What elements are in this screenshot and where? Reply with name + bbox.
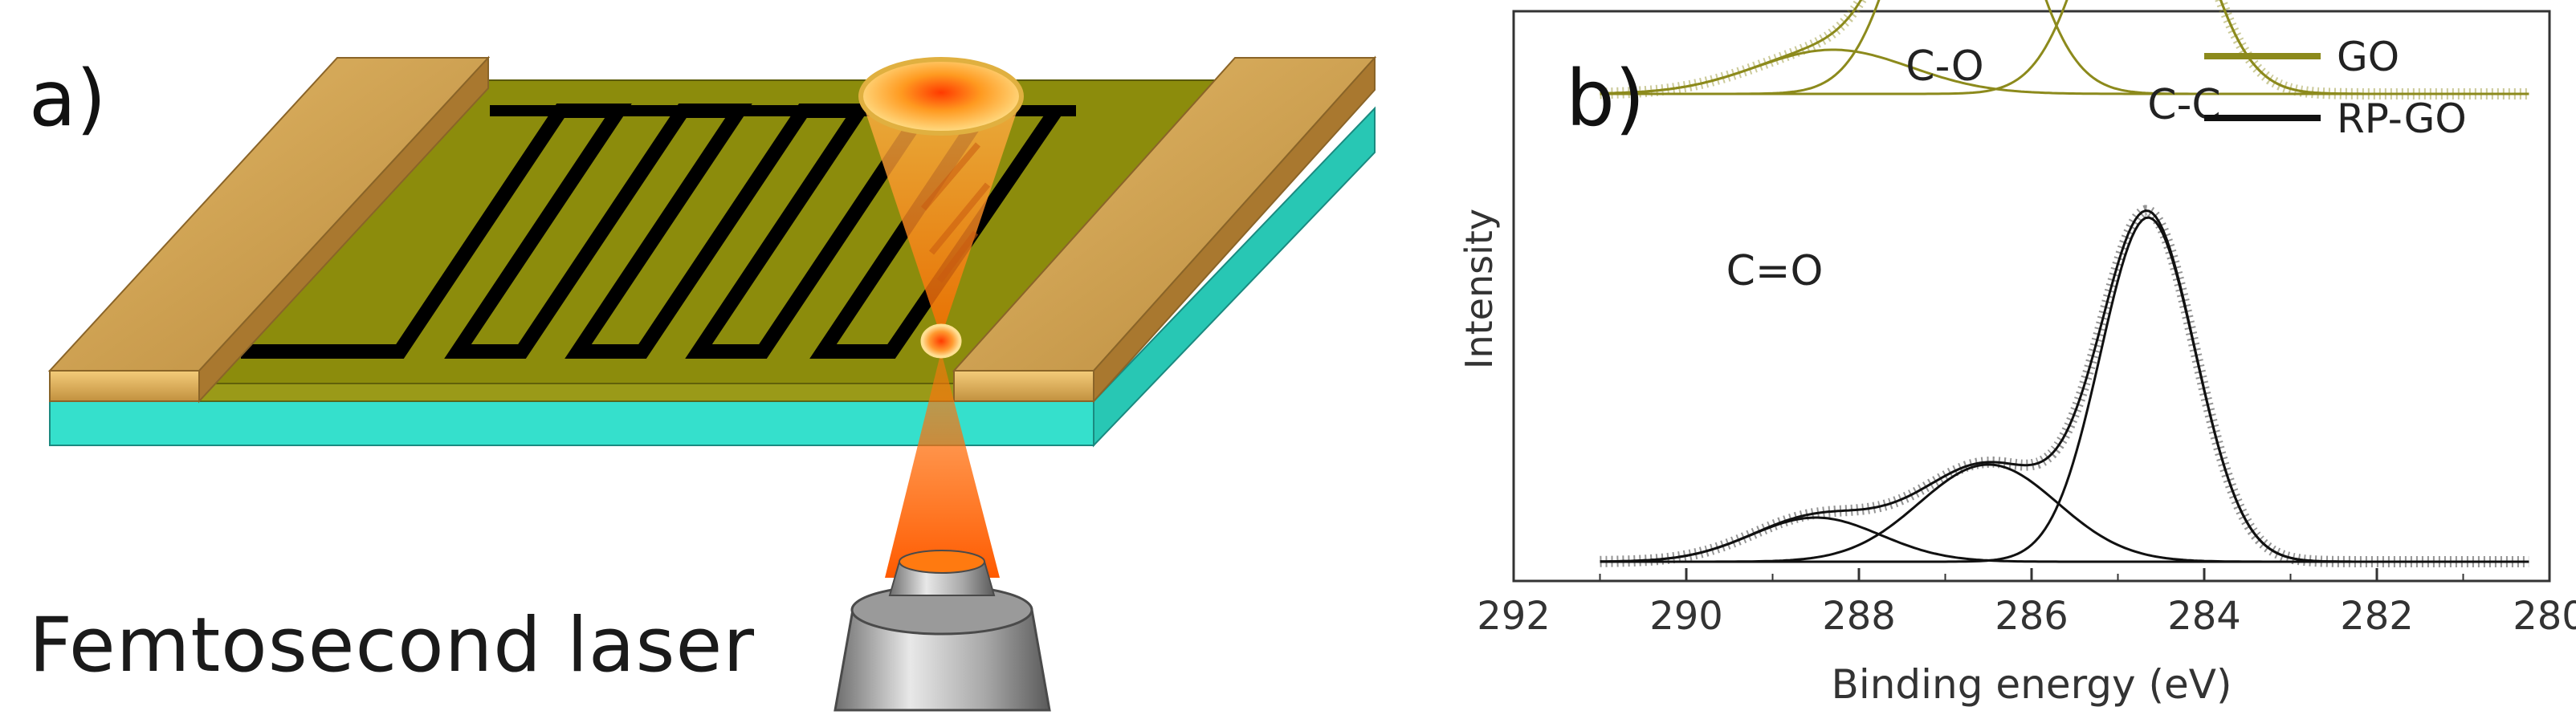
beam-stripes (920, 142, 991, 283)
y-axis-label: Intensity (1457, 209, 1501, 369)
x-axis-ticks: 292 290 288 286 284 282 280 (1477, 568, 2576, 639)
legend-go-label: GO (2337, 34, 2399, 80)
x-tick-label: 286 (1995, 594, 2069, 639)
rp-go-envelope (1600, 209, 2529, 563)
peak-label-c-eq-o: C=O (1726, 247, 1824, 295)
legend-rpgo-label: RP-GO (2337, 95, 2467, 142)
x-axis-label: Binding energy (eV) (1832, 661, 2232, 708)
laser-caption: Femtosecond laser (29, 602, 755, 689)
substrate-side (1093, 106, 1376, 448)
go-envelope (1600, 0, 2529, 95)
legend: GO RP-GO (2204, 34, 2467, 142)
x-tick-label: 282 (2340, 594, 2414, 639)
panel-a-label: a) (29, 54, 107, 144)
xps-chart: 292 290 288 286 284 282 280 Binding energy (eV… (1457, 0, 2576, 708)
right-electrode-front (953, 370, 1094, 402)
x-tick-label: 284 (2167, 594, 2241, 639)
x-tick-label: 290 (1649, 594, 1723, 639)
left-electrode-front (49, 370, 200, 402)
laser-beam-upper (861, 98, 1021, 337)
rp-go-component-c-o (1600, 463, 2529, 563)
x-tick-label: 280 (2513, 594, 2576, 639)
laser-beam-lower (885, 351, 1000, 578)
peak-label-c-o: C-O (1906, 43, 1983, 91)
x-tick-label: 288 (1822, 594, 1896, 639)
xps-curves (1600, 0, 2529, 567)
device-schematic (47, 55, 1377, 712)
left-electrode-side (198, 55, 489, 404)
focusing-lens (858, 57, 1024, 136)
panel-b-label: b) (1566, 54, 1645, 144)
right-electrode-side (1093, 55, 1376, 404)
x-tick-label: 292 (1477, 594, 1551, 639)
go-film-front (198, 383, 955, 402)
peak-label-c-c: C-C (2147, 81, 2220, 129)
laser-source-icon (834, 550, 1051, 712)
focal-spot (920, 323, 962, 359)
